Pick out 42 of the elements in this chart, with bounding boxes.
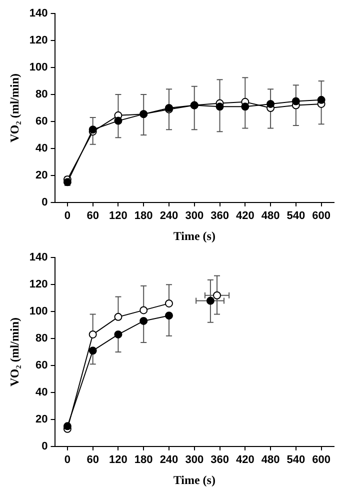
x-tick-label: 300: [185, 454, 204, 466]
x-axis-title: Time (s): [173, 228, 216, 243]
y-tick-label: 40: [36, 386, 48, 398]
y-tick-label: 0: [42, 196, 48, 208]
x-tick-label: 60: [86, 454, 99, 466]
x-tick-label: 180: [134, 454, 153, 466]
y-tick-label: 60: [36, 360, 48, 372]
y-tick-label: 80: [36, 332, 48, 345]
x-tick-label: 480: [261, 210, 280, 222]
y-axis-title: VO₂ (ml/min): [7, 317, 22, 387]
x-tick-label: 300: [185, 210, 204, 222]
x-tick-label: 240: [160, 210, 178, 222]
x-tick-label: 540: [286, 454, 306, 466]
y-tick-label: 120: [29, 34, 48, 47]
x-tick-label: 180: [134, 210, 153, 222]
y-tick-label: 0: [42, 440, 48, 452]
y-tick-label: 140: [29, 252, 48, 264]
x-tick-label: 600: [312, 210, 330, 222]
x-tick-label: 360: [210, 454, 229, 466]
x-tick-label: 600: [312, 454, 330, 466]
x-tick-label: 360: [210, 210, 229, 222]
x-tick-label: 480: [261, 454, 280, 466]
y-axis-title: VO₂ (ml/min): [7, 73, 22, 143]
y-tick-label: 60: [36, 116, 48, 128]
x-tick-label: 60: [86, 210, 99, 222]
y-tick-label: 100: [29, 306, 48, 318]
x-tick-label: 120: [109, 210, 128, 222]
y-tick-label: 20: [36, 413, 48, 426]
x-tick-label: 540: [286, 210, 306, 222]
x-tick-label: 0: [64, 210, 71, 222]
x-axis-title: Time (s): [173, 472, 216, 487]
y-tick-label: 20: [36, 169, 48, 182]
x-tick-label: 420: [236, 210, 254, 222]
y-tick-label: 140: [29, 8, 48, 20]
y-tick-label: 120: [29, 278, 48, 291]
y-tick-label: 40: [36, 142, 48, 154]
y-tick-label: 100: [29, 62, 48, 74]
x-tick-label: 420: [236, 454, 254, 466]
x-tick-label: 240: [160, 454, 178, 466]
x-tick-label: 120: [109, 454, 128, 466]
x-tick-label: 0: [64, 454, 71, 466]
y-tick-label: 80: [36, 88, 48, 101]
